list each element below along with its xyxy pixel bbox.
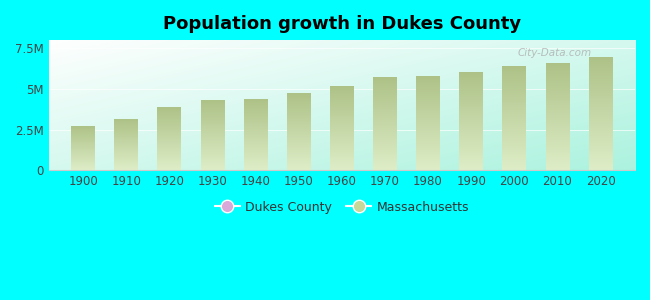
Title: Population growth in Dukes County: Population growth in Dukes County: [162, 15, 521, 33]
Legend: Dukes County, Massachusetts: Dukes County, Massachusetts: [209, 196, 474, 219]
Text: City-Data.com: City-Data.com: [517, 48, 592, 58]
